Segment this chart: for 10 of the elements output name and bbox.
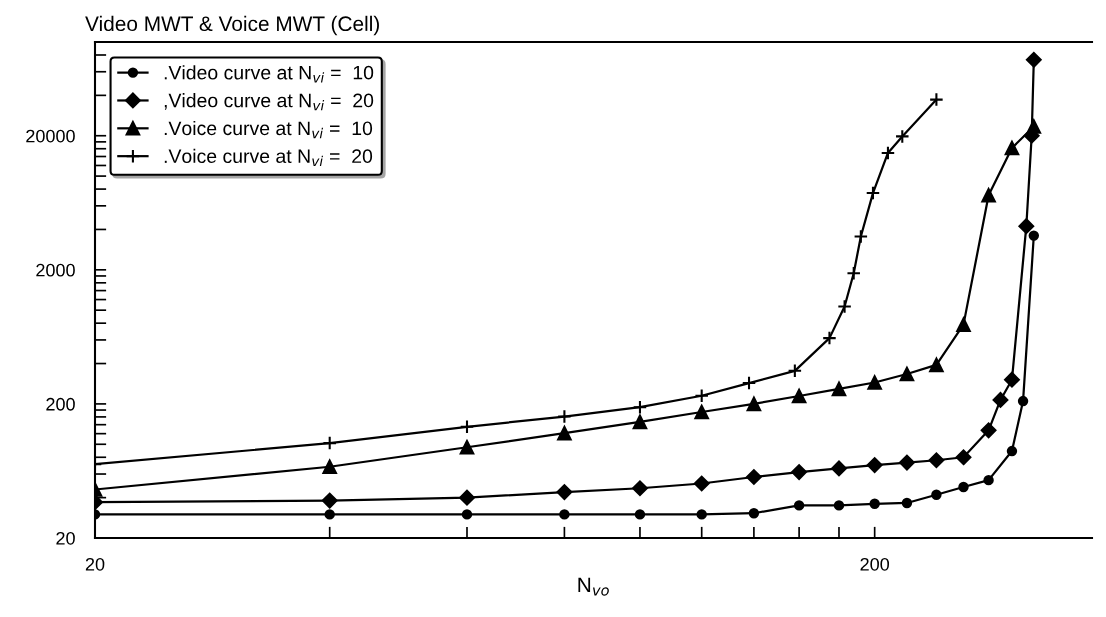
- y-tick-label: 200: [46, 397, 75, 411]
- legend-label: ,Video curve at N$_{vi}$ = 20: [164, 93, 374, 111]
- y-tick-label: 2000: [36, 263, 75, 277]
- legend-label: .Voice curve at N$_{vi}$ = 20: [164, 148, 373, 167]
- y-tick-label: 20: [56, 531, 75, 545]
- x-axis-title: N$_{vo}$: [578, 577, 609, 596]
- y-tick-label: 20000: [26, 129, 75, 143]
- legend-label: .Voice curve at N$_{vi}$ = 10: [164, 120, 373, 139]
- legend-label: .Video curve at N$_{vi}$ = 10: [164, 65, 374, 83]
- chart-title: Video MWT & Voice MWT (Cell): [85, 15, 379, 36]
